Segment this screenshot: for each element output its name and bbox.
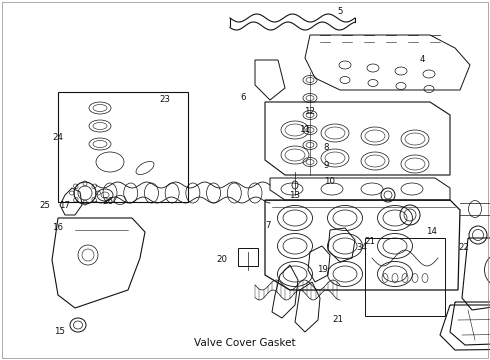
Text: 23: 23 bbox=[160, 95, 171, 104]
Text: 19: 19 bbox=[317, 266, 327, 274]
Text: 6: 6 bbox=[240, 94, 246, 103]
Text: 25: 25 bbox=[40, 201, 50, 210]
Text: 26: 26 bbox=[102, 198, 114, 207]
Text: 7: 7 bbox=[265, 220, 271, 230]
Bar bbox=[58, 92, 188, 202]
Text: 21: 21 bbox=[365, 238, 375, 247]
Text: Valve Cover Gasket: Valve Cover Gasket bbox=[194, 338, 296, 348]
Text: 11: 11 bbox=[299, 126, 311, 135]
Text: 20: 20 bbox=[217, 256, 227, 265]
Text: 22: 22 bbox=[459, 243, 469, 252]
Text: 15: 15 bbox=[54, 328, 66, 337]
Text: 17: 17 bbox=[59, 201, 71, 210]
Text: 13: 13 bbox=[290, 190, 300, 199]
Text: 5: 5 bbox=[337, 8, 343, 17]
Text: 16: 16 bbox=[52, 224, 64, 233]
Text: 10: 10 bbox=[324, 177, 336, 186]
Text: 21: 21 bbox=[333, 315, 343, 324]
Bar bbox=[238, 248, 258, 266]
Bar bbox=[365, 238, 445, 316]
Text: 9: 9 bbox=[323, 161, 329, 170]
Text: 34: 34 bbox=[357, 243, 368, 252]
Text: 8: 8 bbox=[323, 144, 329, 153]
Text: 4: 4 bbox=[419, 55, 425, 64]
Text: 12: 12 bbox=[304, 108, 316, 117]
Text: 14: 14 bbox=[426, 228, 438, 237]
Text: 24: 24 bbox=[52, 134, 64, 143]
